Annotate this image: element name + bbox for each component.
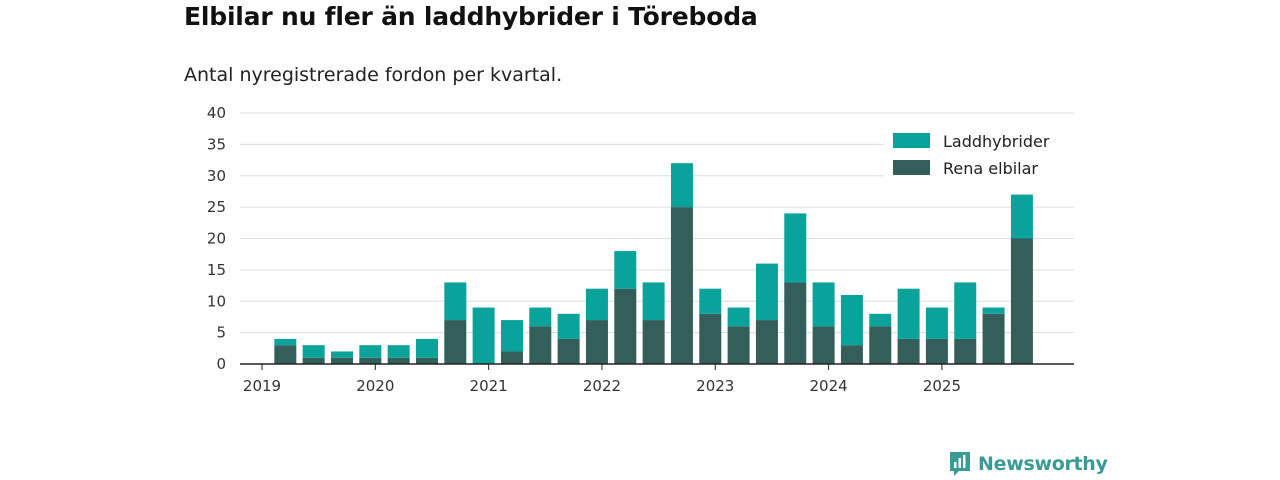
- bar-laddhybrider: [642, 282, 665, 321]
- y-tick-label: 35: [207, 135, 226, 153]
- bar-laddhybrider: [699, 288, 722, 314]
- x-tick-label: 2023: [696, 377, 734, 395]
- bar-laddhybrider: [1010, 194, 1033, 239]
- bar-rena-elbilar: [415, 357, 438, 364]
- bar-laddhybrider: [585, 288, 608, 321]
- bar-laddhybrider: [982, 307, 1005, 314]
- bar-rena-elbilar: [982, 313, 1005, 364]
- bars: [274, 163, 1033, 364]
- legend-label-laddhybrider: Laddhybrider: [943, 132, 1050, 151]
- bar-rena-elbilar: [359, 357, 382, 364]
- y-tick-label: 0: [216, 355, 226, 373]
- bar-laddhybrider: [500, 320, 523, 352]
- x-tick-label: 2024: [810, 377, 848, 395]
- x-tick-label: 2021: [470, 377, 508, 395]
- bar-rena-elbilar: [699, 313, 722, 364]
- newsworthy-logo: Newsworthy: [948, 450, 1108, 478]
- bar-laddhybrider: [925, 307, 948, 339]
- bar-rena-elbilar: [529, 326, 552, 364]
- bar-laddhybrider: [784, 213, 807, 283]
- bar-rena-elbilar: [500, 351, 523, 364]
- bar-laddhybrider: [954, 282, 977, 339]
- bar-rena-elbilar: [330, 357, 353, 364]
- bar-rena-elbilar: [444, 320, 467, 364]
- bar-laddhybrider: [614, 251, 637, 289]
- bar-laddhybrider: [670, 163, 693, 208]
- x-tick-label: 2019: [243, 377, 281, 395]
- bar-laddhybrider: [274, 338, 297, 346]
- bar-laddhybrider: [897, 288, 920, 339]
- bar-rena-elbilar: [812, 326, 835, 364]
- bar-laddhybrider: [869, 313, 892, 327]
- bar-laddhybrider: [840, 294, 863, 346]
- y-tick-label: 25: [207, 198, 226, 216]
- x-tick-label: 2022: [583, 377, 621, 395]
- legend-swatch-rena-elbilar: [893, 160, 930, 175]
- bar-rena-elbilar: [642, 320, 665, 364]
- y-tick-label: 20: [207, 230, 226, 248]
- y-tick-label: 40: [207, 104, 226, 122]
- bar-laddhybrider: [330, 351, 353, 358]
- chart-title: Elbilar nu fler än laddhybrider i Törebo…: [184, 2, 758, 31]
- bar-laddhybrider: [302, 345, 325, 358]
- bar-laddhybrider: [529, 307, 552, 327]
- bar-laddhybrider: [359, 345, 382, 358]
- y-tick-label: 10: [207, 292, 226, 310]
- y-tick-label: 15: [207, 261, 226, 279]
- bar-rena-elbilar: [925, 338, 948, 364]
- legend-swatch-laddhybrider: [893, 133, 930, 148]
- bar-rena-elbilar: [387, 357, 410, 364]
- bar-rena-elbilar: [784, 282, 807, 364]
- bar-rena-elbilar: [840, 345, 863, 364]
- bar-rena-elbilar: [869, 326, 892, 364]
- y-tick-label: 30: [207, 167, 226, 185]
- bar-laddhybrider: [812, 282, 835, 327]
- brand-name: Newsworthy: [978, 453, 1108, 475]
- bar-rena-elbilar: [727, 326, 750, 364]
- x-axis-ticks: 2019 2020 2021 2022 2023 2024 2025: [243, 364, 961, 395]
- bar-rena-elbilar: [585, 320, 608, 364]
- legend-label-rena-elbilar: Rena elbilar: [943, 159, 1038, 178]
- bar-laddhybrider: [755, 263, 778, 321]
- bar-laddhybrider: [444, 282, 467, 321]
- x-tick-label: 2025: [923, 377, 961, 395]
- bar-rena-elbilar: [302, 357, 325, 364]
- bar-laddhybrider: [415, 338, 438, 358]
- legend: Laddhybrider Rena elbilar: [884, 127, 1074, 179]
- x-tick-label: 2020: [356, 377, 394, 395]
- bar-rena-elbilar: [1010, 238, 1033, 364]
- bar-rena-elbilar: [614, 288, 637, 364]
- bar-rena-elbilar: [274, 345, 297, 364]
- bar-laddhybrider: [727, 307, 750, 327]
- chart-subtitle: Antal nyregistrerade fordon per kvartal.: [184, 64, 563, 86]
- bar-rena-elbilar: [954, 338, 977, 364]
- bar-rena-elbilar: [897, 338, 920, 364]
- y-axis-ticks: 0 5 10 15 20 25 30 35 40: [207, 104, 226, 373]
- newsworthy-icon: [950, 452, 970, 476]
- bar-rena-elbilar: [755, 320, 778, 364]
- bar-laddhybrider: [472, 307, 495, 364]
- bar-rena-elbilar: [670, 207, 693, 364]
- bar-laddhybrider: [387, 345, 410, 358]
- bar-rena-elbilar: [557, 338, 580, 364]
- y-tick-label: 5: [216, 324, 226, 342]
- bar-laddhybrider: [557, 313, 580, 339]
